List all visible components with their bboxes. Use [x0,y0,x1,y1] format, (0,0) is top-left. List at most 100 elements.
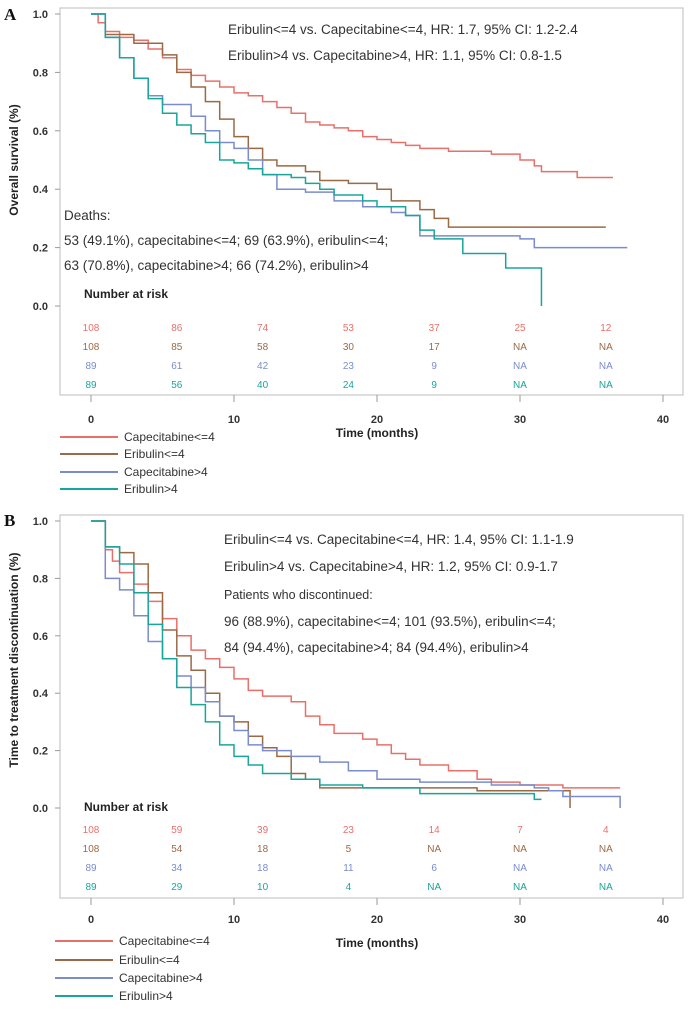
risk-cell: 89 [85,863,97,874]
risk-table-title: Number at risk [84,287,168,301]
km-curve-eribulin-4 [91,13,606,228]
risk-cell: 56 [171,380,183,391]
risk-cell: 5 [346,844,352,855]
risk-cell: 12 [600,323,612,334]
risk-cell: 42 [257,361,269,372]
legend-label: Capecitabine>4 [124,465,208,479]
y-tick-label: 1.0 [33,516,48,528]
risk-cell: 25 [514,323,526,334]
events-line: 53 (49.1%), capecitabine<=4; 69 (63.9%),… [64,233,388,248]
risk-cell: NA [427,882,441,893]
legend-label: Capecitabine>4 [119,971,203,985]
risk-cell: 14 [429,825,441,836]
risk-cell: NA [513,863,527,874]
risk-cell: 58 [257,342,269,353]
events-line: 96 (88.9%), capecitabine<=4; 101 (93.5%)… [224,614,556,629]
risk-cell: 54 [171,844,183,855]
x-tick-label: 20 [371,914,383,926]
risk-cell: NA [599,863,613,874]
km-curve-eribulin-4 [91,13,543,306]
x-tick-label: 30 [514,914,526,926]
hazard-ratio-annotation: Eribulin<=4 vs. Capecitabine<=4, HR: 1.7… [228,22,578,37]
risk-cell: NA [599,882,613,893]
x-axis-label: Time (months) [336,936,418,950]
y-tick-label: 0.8 [33,67,48,79]
risk-cell: 18 [257,863,269,874]
risk-cell: 108 [83,844,100,855]
legend-label: Eribulin>4 [124,482,178,496]
risk-cell: 7 [517,825,523,836]
y-tick-label: 0.2 [33,746,48,758]
events-title: Deaths: [64,208,111,223]
y-axis-label: Time to treatment discontinuation (%) [7,552,21,767]
panel-A: A 0.0 0.2 0.4 0.6 0.8 1.0 0 10 20 30 40 Time (months… [4,5,684,496]
plot-frame [59,514,684,899]
risk-cell: NA [427,844,441,855]
y-tick-label: 0.6 [33,631,48,643]
risk-cell: 34 [171,863,183,874]
y-tick-label: 0.8 [33,573,48,585]
y-tick-label: 0.0 [33,301,48,313]
risk-cell: 108 [83,825,100,836]
risk-cell: NA [513,882,527,893]
risk-cell: 10 [257,882,269,893]
risk-cell: 24 [343,380,355,391]
risk-cell: NA [599,844,613,855]
risk-cell: 11 [343,863,354,874]
hazard-ratio-annotation: Eribulin>4 vs. Capecitabine>4, HR: 1.2, … [224,559,558,574]
risk-cell: 39 [257,825,269,836]
x-tick-label: 20 [371,414,383,426]
risk-cell: 89 [85,380,97,391]
risk-cell: NA [513,361,527,372]
risk-cell: NA [599,380,613,391]
events-line: 84 (94.4%), capecitabine>4; 84 (94.4%), … [224,640,529,655]
y-tick-label: 0.4 [33,184,49,196]
x-tick-label: 40 [657,414,669,426]
events-line: 63 (70.8%), capecitabine>4; 66 (74.2%), … [64,258,369,273]
km-curve-capecitabine-4 [91,520,621,808]
risk-cell: 30 [343,342,355,353]
y-tick-label: 0.0 [33,803,48,815]
y-tick-label: 1.0 [33,9,48,21]
legend-label: Capecitabine<=4 [119,934,210,948]
risk-cell: NA [513,342,527,353]
risk-cell: 89 [85,361,97,372]
km-curve-capecitabine-4 [91,13,613,179]
risk-cell: 23 [343,361,355,372]
y-axis-label: Overall survival (%) [7,104,21,215]
hazard-ratio-annotation: Eribulin<=4 vs. Capecitabine<=4, HR: 1.4… [224,532,574,547]
risk-cell: 40 [257,380,269,391]
risk-table-title: Number at risk [84,800,168,814]
legend-label: Eribulin<=4 [124,447,185,461]
risk-cell: 18 [257,844,269,855]
x-tick-label: 0 [88,914,94,926]
panel-B: B 0.0 0.2 0.4 0.6 0.8 1.0 0 10 20 30 40 Time (months… [4,511,684,1003]
risk-cell: 85 [171,342,183,353]
risk-cell: 108 [83,342,100,353]
risk-cell: 17 [429,342,441,353]
x-tick-label: 0 [88,414,94,426]
risk-cell: NA [513,844,527,855]
km-curve-eribulin-4 [91,520,542,801]
x-axis-label: Time (months) [336,426,418,440]
risk-cell: 61 [171,361,183,372]
legend-label: Eribulin<=4 [119,953,180,967]
risk-cell: 6 [431,863,437,874]
hazard-ratio-annotation: Eribulin>4 vs. Capecitabine>4, HR: 1.1, … [228,48,562,63]
panel-label: B [4,511,15,530]
y-tick-label: 0.4 [33,688,49,700]
events-title: Patients who discontinued: [224,588,373,602]
panel-label: A [4,5,17,24]
y-tick-label: 0.2 [33,243,48,255]
x-tick-label: 30 [514,414,526,426]
risk-cell: 74 [257,323,269,334]
risk-cell: 9 [431,361,437,372]
x-tick-label: 10 [228,414,240,426]
risk-cell: 59 [171,825,183,836]
plot-frame [59,7,684,396]
risk-cell: NA [599,342,613,353]
risk-cell: NA [599,361,613,372]
x-tick-label: 10 [228,914,240,926]
y-tick-label: 0.6 [33,126,48,138]
